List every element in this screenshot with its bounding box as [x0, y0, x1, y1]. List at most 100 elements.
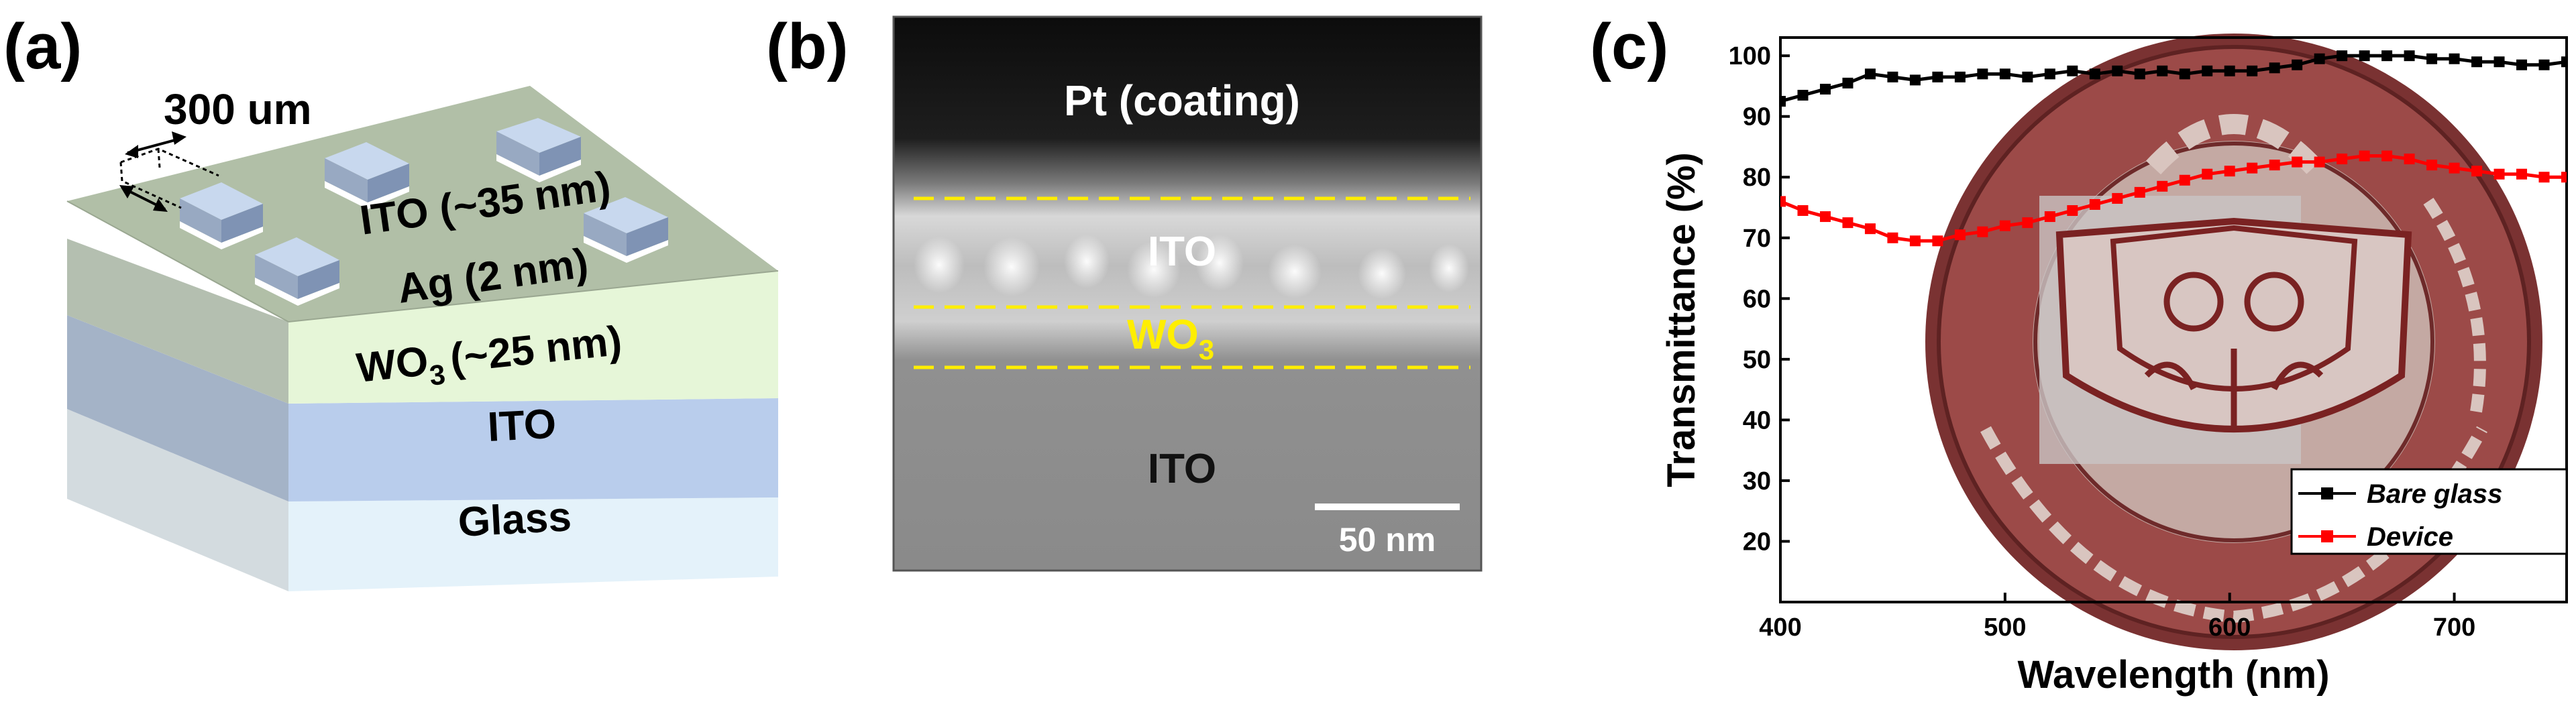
data-point-bare-glass: [1887, 71, 1898, 82]
data-point-bare-glass: [1954, 71, 1966, 82]
x-axis-label: Wavelength (nm): [2017, 653, 2329, 697]
data-point-device: [2247, 162, 2258, 174]
panel-c-label: (c): [1590, 11, 1668, 82]
data-point-bare-glass: [1999, 68, 2010, 80]
data-point-device: [2561, 172, 2567, 183]
plot-frame: [1779, 36, 2568, 603]
data-point-device: [2493, 168, 2505, 180]
glass-layer-side: [67, 409, 288, 591]
y-tick-label: 30: [1743, 467, 1771, 495]
glass-layer-front: [288, 497, 778, 591]
y-axis-label: Transmittance (%): [1660, 152, 1703, 487]
ito-upper-label: ITO: [1148, 229, 1216, 275]
data-point-bare-glass: [2314, 53, 2325, 64]
legend-box: [2290, 468, 2568, 555]
data-point-device: [2471, 166, 2483, 177]
tem-bright-grains: [914, 235, 1469, 299]
university-seal-photo: [1925, 34, 2542, 650]
data-point-bare-glass: [2359, 50, 2370, 62]
chart-legend: Bare glass Device: [2290, 468, 2568, 555]
ito-bottom-layer-label: ITO: [486, 401, 557, 451]
data-point-device: [1932, 235, 1943, 247]
data-point-bare-glass: [2471, 56, 2483, 68]
data-point-device: [1780, 196, 1786, 207]
data-point-bare-glass: [1842, 77, 1854, 88]
data-point-bare-glass: [1909, 74, 1921, 86]
legend-entry-bare-glass: Bare glass: [2298, 479, 2502, 509]
data-point-device: [1909, 235, 1921, 247]
pt-coating-label: Pt (coating): [1064, 76, 1300, 125]
data-point-device: [2067, 205, 2078, 217]
data-point-bare-glass: [1819, 83, 1831, 95]
panel-a: (a): [3, 11, 779, 591]
wo3-layer-front: [288, 271, 778, 404]
data-point-device: [2516, 168, 2528, 180]
data-point-bare-glass: [2112, 65, 2123, 76]
data-point-device: [1887, 232, 1898, 243]
data-point-device: [1999, 220, 2010, 231]
data-point-bare-glass: [2561, 56, 2567, 68]
data-point-device: [2157, 180, 2168, 192]
data-point-device: [2314, 156, 2325, 168]
y-tick-label: 60: [1743, 285, 1771, 313]
data-point-device: [2449, 162, 2460, 174]
data-point-bare-glass: [2449, 53, 2460, 64]
data-point-device: [2292, 156, 2303, 168]
data-point-device: [2134, 186, 2145, 198]
ito-pad: [180, 182, 263, 249]
data-point-bare-glass: [1780, 96, 1786, 107]
data-point-bare-glass: [2022, 71, 2033, 82]
pad-size-indicator: [119, 131, 219, 212]
data-point-bare-glass: [2179, 68, 2190, 80]
data-point-bare-glass: [2538, 59, 2550, 70]
legend-label-device: Device: [2367, 522, 2453, 552]
data-point-bare-glass: [2089, 68, 2100, 80]
data-point-bare-glass: [2067, 65, 2078, 76]
y-tick-label: 40: [1743, 406, 1771, 434]
data-point-device: [2337, 154, 2348, 165]
x-tick-label: 500: [1984, 613, 2026, 642]
scale-bar-label: 50 nm: [1339, 521, 1436, 558]
data-point-bare-glass: [1932, 71, 1943, 82]
ito-pads: [180, 118, 668, 306]
ito-lower-label: ITO: [1148, 446, 1216, 492]
chart-series: [1780, 50, 2567, 247]
legend-entry-device: Device: [2298, 522, 2453, 552]
data-point-device: [2538, 172, 2550, 183]
data-point-device: [2359, 150, 2370, 162]
data-point-device: [2202, 168, 2213, 180]
ito-pad: [255, 237, 339, 306]
data-point-bare-glass: [2426, 53, 2438, 64]
y-tick-label: 20: [1743, 528, 1771, 556]
data-point-device: [1864, 223, 1876, 235]
ito-pad: [584, 197, 668, 263]
data-point-bare-glass: [2269, 62, 2280, 74]
glass-layer-label: Glass: [457, 493, 572, 546]
data-point-device: [1797, 205, 1809, 217]
y-tick-label: 80: [1743, 164, 1771, 192]
y-tick-label: 100: [1729, 42, 1771, 70]
x-tick-label: 600: [2208, 613, 2251, 642]
data-point-device: [2404, 154, 2415, 165]
data-point-device: [1954, 229, 1966, 241]
data-point-bare-glass: [2044, 68, 2055, 80]
panel-a-label: (a): [3, 11, 82, 82]
data-point-device: [2426, 160, 2438, 171]
data-point-bare-glass: [2493, 56, 2505, 68]
ito-pad: [496, 118, 581, 182]
x-tick-label: 400: [1759, 613, 1801, 642]
panel-c: (c) 400 500 600 700 20 30 40 50 60 70 80 90 100 Wave…: [1590, 11, 2568, 697]
data-point-device: [1977, 226, 1988, 237]
data-point-device: [2179, 174, 2190, 186]
y-tick-label: 50: [1743, 346, 1771, 374]
data-point-bare-glass: [2337, 50, 2348, 62]
data-point-device: [2089, 198, 2100, 210]
data-point-bare-glass: [2381, 50, 2393, 62]
interface-dashed-lines: [914, 196, 1470, 369]
y-tick-label: 90: [1743, 103, 1771, 131]
data-point-bare-glass: [2224, 65, 2235, 76]
data-point-bare-glass: [2292, 59, 2303, 70]
ito-bottom-layer-side: [67, 315, 288, 501]
data-point-bare-glass: [1864, 68, 1876, 80]
data-point-device: [2381, 150, 2393, 162]
